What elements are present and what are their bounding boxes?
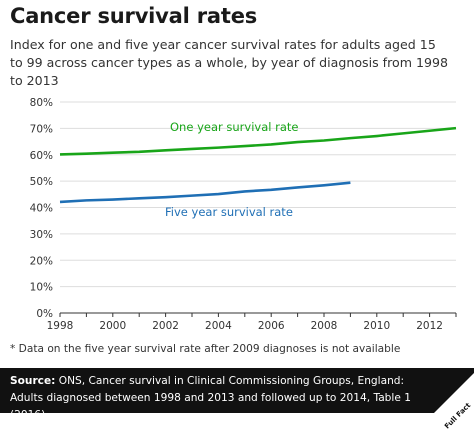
y-tick-label: 80% [30, 97, 53, 109]
x-tick-label: 2012 [416, 320, 443, 332]
y-tick-label: 0% [36, 308, 53, 320]
axes: 0% 10% 20% 30% 40% 50% 60% 70% 80% 1998 2000 2002 20… [30, 97, 457, 332]
series-lines [59, 126, 457, 204]
source-footer: Source: ONS, Cancer survival in Clinical… [0, 368, 474, 431]
line-chart: 0% 10% 20% 30% 40% 50% 60% 70% 80% 1998 2000 2002 20… [30, 97, 457, 332]
series-line-five-year [59, 181, 351, 204]
series-label-one-year: One year survival rate [170, 120, 298, 134]
x-tick-label: 2008 [311, 320, 338, 332]
x-tick-label: 2002 [152, 320, 179, 332]
series-labels: One year survival rate Five year surviva… [165, 120, 298, 219]
y-tick-label: 10% [30, 282, 53, 294]
source-text: Source: ONS, Cancer survival in Clinical… [10, 373, 430, 424]
chart-subtitle: Index for one and five year cancer survi… [10, 37, 449, 88]
y-tick-label: 70% [30, 123, 53, 135]
x-tick-label: 1998 [47, 320, 74, 332]
series-label-five-year: Five year survival rate [165, 205, 293, 219]
full-fact-logo [434, 373, 474, 413]
series-line-one-year [59, 126, 457, 156]
x-tick-label: 2004 [205, 320, 232, 332]
chart-title: Cancer survival rates [10, 4, 258, 28]
x-tick-label: 2010 [363, 320, 390, 332]
source-citation: ONS, Cancer survival in Clinical Commiss… [10, 375, 411, 421]
gridlines [60, 101, 456, 288]
y-tick-label: 50% [30, 176, 53, 188]
x-tick-label: 2000 [99, 320, 126, 332]
y-tick-label: 60% [30, 150, 53, 162]
footnote: * Data on the five year survival rate af… [10, 343, 401, 355]
y-tick-label: 30% [30, 229, 53, 241]
y-tick-label: 40% [30, 203, 53, 215]
y-tick-label: 20% [30, 255, 53, 267]
source-label: Source: [10, 375, 56, 387]
x-tick-label: 2006 [258, 320, 285, 332]
